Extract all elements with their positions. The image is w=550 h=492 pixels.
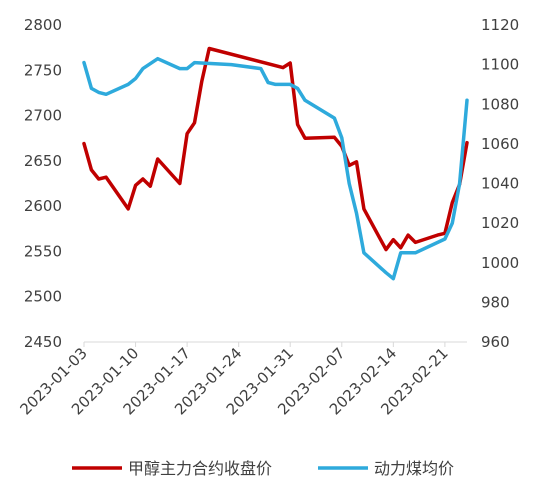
y-right-tick-label: 960 [481, 333, 510, 351]
y-left-tick-label: 2800 [24, 16, 62, 34]
y-left-tick-label: 2700 [24, 107, 62, 125]
y-left-tick-label: 2500 [24, 288, 62, 306]
y-left-tick-label: 2650 [24, 152, 62, 170]
legend-label: 甲醇主力合约收盘价 [128, 459, 272, 478]
legend-label: 动力煤均价 [374, 459, 454, 478]
y-right-tick-label: 1000 [481, 254, 519, 272]
y-right-tick-label: 980 [481, 293, 510, 311]
y-right-tick-label: 1020 [481, 214, 519, 232]
y-right-tick-label: 1040 [481, 175, 519, 193]
y-left-tick-label: 2600 [24, 197, 62, 215]
y-right-tick-label: 1080 [481, 95, 519, 113]
y-left-tick-label: 2550 [24, 242, 62, 260]
y-axis-right: 960 980 1000 1020 1040 1060 1080 1100 1120 [481, 16, 519, 351]
series-line-1 [82, 46, 469, 252]
y-axis-left: 2450 2500 2550 2600 2650 2700 2750 2800 [24, 16, 62, 351]
plot-area [82, 46, 469, 281]
y-right-tick-label: 1120 [481, 16, 519, 34]
y-left-tick-label: 2450 [24, 333, 62, 351]
y-right-tick-label: 1100 [481, 56, 519, 74]
legend: 甲醇主力合约收盘价 动力煤均价 [72, 459, 454, 478]
y-left-tick-label: 2750 [24, 61, 62, 79]
series-line-2 [82, 56, 469, 281]
x-axis: 2023-01-032023-01-102023-01-172023-01-24… [16, 342, 452, 418]
y-right-tick-label: 1060 [481, 135, 519, 153]
